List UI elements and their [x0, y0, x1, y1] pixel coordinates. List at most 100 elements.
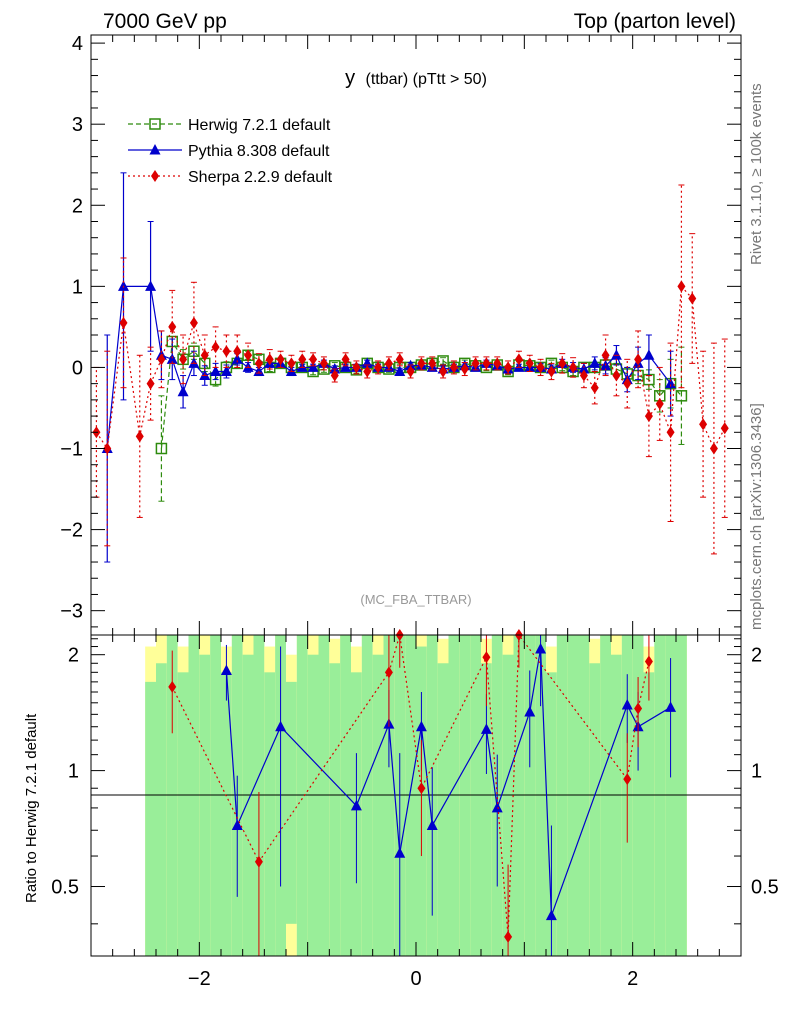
data-point — [417, 357, 426, 370]
ratio-point — [644, 655, 653, 668]
data-point — [699, 418, 708, 431]
ratio-point — [417, 782, 426, 795]
data-point — [428, 357, 437, 370]
data-point — [135, 430, 144, 443]
band-inner — [372, 654, 384, 956]
title-variable: y — [345, 67, 355, 89]
data-point — [688, 292, 697, 305]
data-point — [276, 353, 285, 366]
ratio-panel: 0.5 0.5 1 1 2 2 −2 0 2 Ratio to Herwig 7.2.1 de… — [23, 35, 779, 990]
data-point — [231, 353, 243, 364]
watermark-label: (MC_FBA_TTBAR) — [360, 592, 471, 607]
data-point — [119, 316, 128, 329]
band-inner — [286, 681, 297, 924]
ratio-point — [482, 651, 491, 664]
band-inner — [589, 663, 601, 956]
data-point — [189, 316, 198, 329]
data-point — [287, 357, 296, 370]
data-point — [547, 365, 556, 378]
ratio-point — [254, 855, 263, 868]
band-inner — [502, 654, 514, 956]
data-point — [265, 353, 274, 366]
title-qualifier: (ttbar) (pTtt > 50) — [366, 71, 487, 88]
data-point — [677, 280, 686, 293]
energy-label: 7000 GeV pp — [103, 10, 227, 33]
data-point — [179, 353, 188, 366]
data-point — [665, 377, 677, 389]
panel-title: y (ttbar) (pTtt > 50) — [345, 67, 487, 89]
x-tick-label: 2 — [627, 968, 638, 990]
data-point — [623, 377, 632, 390]
data-point — [558, 357, 567, 370]
data-point — [536, 361, 545, 374]
data-point — [514, 353, 523, 366]
data-point — [579, 369, 588, 382]
data-point — [145, 280, 157, 291]
data-point — [569, 361, 578, 374]
rivet-label: Rivet 3.1.10, ≥ 100k events — [748, 83, 765, 265]
ratio-point — [384, 666, 393, 679]
data-point — [222, 345, 231, 358]
data-point — [146, 377, 155, 390]
data-point — [578, 363, 590, 374]
ratio-point — [220, 664, 232, 675]
data-point — [471, 357, 480, 370]
band-inner — [264, 672, 276, 956]
data-point — [168, 320, 177, 333]
data-point — [675, 390, 688, 402]
legend-marker — [151, 170, 159, 182]
ratio-series-sherpa — [168, 629, 653, 956]
data-point — [200, 349, 209, 362]
data-point — [709, 442, 718, 455]
ratio-point — [545, 909, 557, 921]
band-inner — [329, 663, 341, 956]
y-tick-label: 4 — [72, 33, 83, 55]
ratio-series-line — [171, 633, 650, 937]
data-point — [394, 365, 406, 376]
legend-entry: Pythia 8.308 default — [188, 143, 330, 160]
data-point — [341, 353, 350, 366]
y-tick-label: −1 — [60, 439, 83, 461]
legend-entry: Herwig 7.2.1 default — [188, 117, 331, 134]
data-point — [643, 349, 655, 360]
ratio-point — [394, 847, 406, 858]
band-inner — [307, 654, 319, 956]
band-inner — [481, 663, 492, 956]
data-point — [644, 410, 653, 423]
data-point — [244, 349, 253, 362]
ratio-point — [623, 773, 632, 786]
ratio-point — [480, 723, 492, 734]
ratio-point — [621, 699, 633, 710]
data-point — [589, 357, 601, 368]
x-axis: −2 0 2 — [90, 35, 742, 990]
data-point — [340, 361, 352, 372]
main-panel: −3 −2 −1 0 1 2 3 4 y (ttbar) (pTtt > 50) (MC_FB… — [60, 33, 742, 636]
data-point — [384, 357, 393, 370]
ratio-point — [634, 702, 643, 715]
ratio-frame — [90, 634, 742, 957]
data-point — [460, 363, 469, 376]
data-point — [655, 397, 664, 410]
data-point — [504, 361, 513, 374]
data-point — [352, 361, 361, 374]
ratio-point — [350, 799, 362, 811]
data-point — [482, 357, 491, 370]
ratio-point — [665, 701, 677, 712]
band-inner — [611, 654, 622, 956]
observable-label: Top (parton level) — [574, 10, 736, 33]
data-point — [210, 365, 222, 376]
data-point — [319, 357, 328, 370]
data-point — [406, 365, 415, 378]
y-tick-label: −2 — [60, 520, 83, 542]
data-point — [155, 442, 168, 455]
y-tick-label: 2 — [72, 195, 83, 217]
ratio-y-tick-label-right: 1 — [751, 761, 762, 783]
data-point — [309, 353, 318, 366]
band-inner — [156, 663, 167, 956]
ratio-point — [524, 705, 536, 717]
mcplots-label: mcplots.cern.ch [arXiv:1306.3436] — [748, 403, 765, 630]
band-inner — [221, 672, 232, 956]
band-inner — [199, 654, 211, 956]
data-point — [254, 357, 263, 370]
legend: Herwig 7.2.1 default Pythia 8.308 default… — [128, 117, 333, 186]
